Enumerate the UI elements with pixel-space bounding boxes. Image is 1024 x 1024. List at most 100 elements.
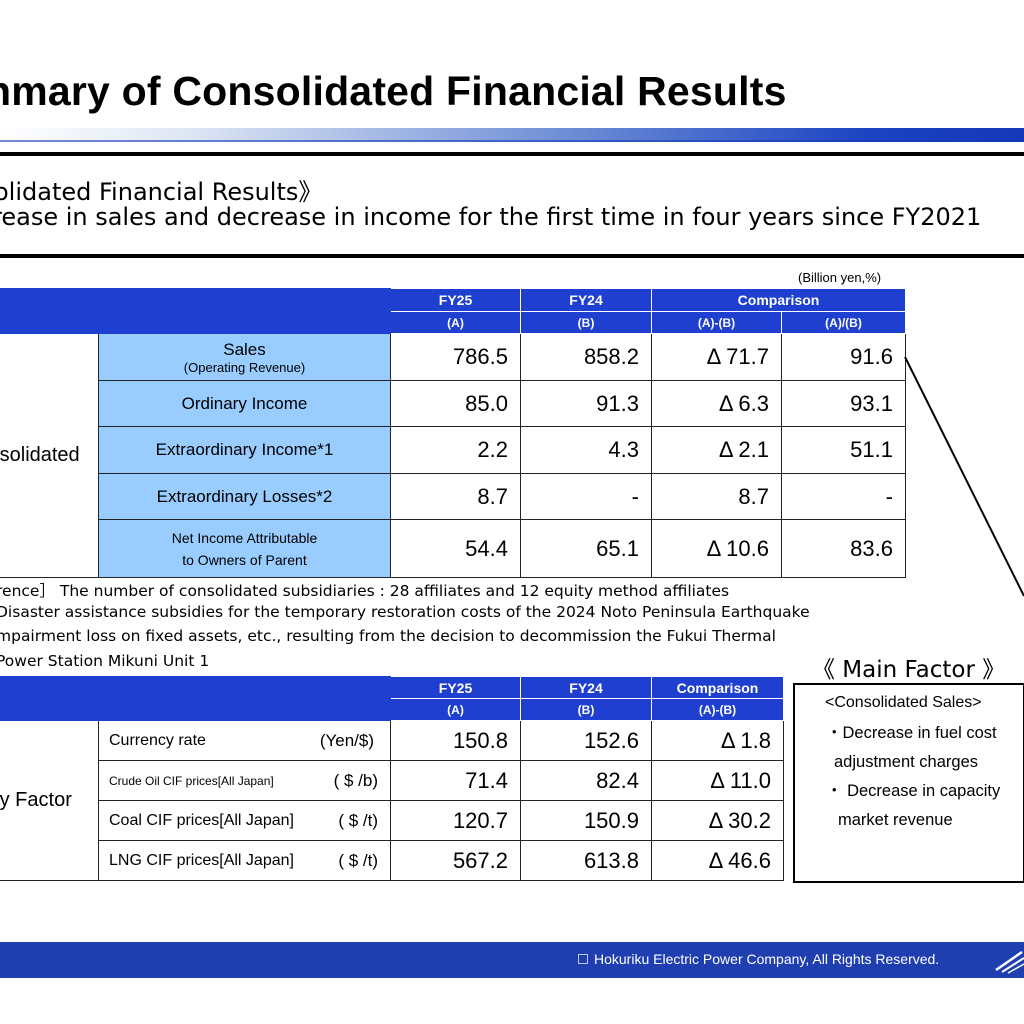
main-factor-item: adjustment charges xyxy=(834,753,978,771)
factor-label-cell: Coal CIF prices[All Japan] ( $ /t) xyxy=(98,800,391,841)
factor-label: Crude Oil CIF prices[All Japan] xyxy=(109,773,274,788)
factor-label-cell: Crude Oil CIF prices[All Japan] ( $ /b) xyxy=(98,760,391,801)
row-label: Extraordinary Losses*2 xyxy=(98,473,391,520)
group-label-consolidated: nsolidated xyxy=(0,333,99,578)
cell-ratio: - xyxy=(781,473,906,520)
cell-diff: Δ 10.6 xyxy=(651,519,782,578)
header-fy24-sub: (B) xyxy=(520,698,652,721)
table-row: Coal CIF prices[All Japan]( $ /t) 120.7 … xyxy=(0,800,784,841)
group-label-key-factor: ey Factor xyxy=(0,720,99,881)
header-fy24: FY24 xyxy=(520,676,652,699)
cell-diff: Δ 11.0 xyxy=(651,760,784,801)
table-row: nsolidated Sales(Operating Revenue) 786.… xyxy=(0,333,906,578)
cell-fy24: 858.2 xyxy=(520,333,652,381)
header-fy25: FY25 xyxy=(390,288,521,312)
summary-subheading: rease in sales and decrease in income fo… xyxy=(0,203,982,231)
cell-diff: Δ 6.3 xyxy=(651,380,782,427)
row-label: Sales (Operating Revenue) xyxy=(98,333,391,381)
footnote-2: mpairment loss on fixed assets, etc., re… xyxy=(0,627,776,645)
unit-note: (Billion yen,%) xyxy=(798,270,882,285)
cell-fy25: 8.7 xyxy=(390,473,521,520)
cell-fy24: 91.3 xyxy=(520,380,652,427)
summary-highlight-box xyxy=(0,152,1024,258)
footnote-1: Disaster assistance subsidies for the te… xyxy=(0,603,810,621)
header-comparison-sub: (A)-(B) xyxy=(651,698,784,721)
cell-ratio: 83.6 xyxy=(781,519,906,578)
cell-fy24: 613.8 xyxy=(520,840,652,881)
cell-fy25: 71.4 xyxy=(390,760,521,801)
table-row: Ordinary Income 85.0 91.3 Δ 6.3 93.1 xyxy=(0,380,906,427)
row-label-text: Sales xyxy=(223,339,266,359)
title-gradient-bar xyxy=(0,128,1024,142)
cell-ratio: 91.6 xyxy=(781,333,906,381)
main-factor-heading: <Consolidated Sales> xyxy=(825,694,982,711)
factor-unit: ( $ /b) xyxy=(333,770,378,790)
cell-fy24: 4.3 xyxy=(520,426,652,474)
main-factor-item: ・ Decrease in capacity xyxy=(826,782,1001,800)
cell-diff: Δ 46.6 xyxy=(651,840,784,881)
row-label: Ordinary Income xyxy=(98,380,391,427)
cell-fy25: 120.7 xyxy=(390,800,521,841)
key-factor-table: FY25 FY24 Comparison (A) (B) (A)-(B) ey … xyxy=(0,676,784,881)
copyright-icon xyxy=(578,954,588,964)
footnote-reference: rence］ The number of consolidated subsid… xyxy=(0,582,730,600)
cell-diff: Δ 1.8 xyxy=(651,720,784,761)
cell-diff: 8.7 xyxy=(651,473,782,520)
row-label-text: Net Income Attributable xyxy=(171,529,318,546)
footer-copyright: Hokuriku Electric Power Company, All Rig… xyxy=(594,951,940,967)
cell-diff: Δ 30.2 xyxy=(651,800,784,841)
header-blank xyxy=(0,288,391,334)
factor-label: LNG CIF prices[All Japan] xyxy=(109,851,294,869)
table-row: Extraordinary Income*1 2.2 4.3 Δ 2.1 51.… xyxy=(0,426,906,474)
summary-heading: olidated Financial Results》 xyxy=(0,178,323,206)
page-title: nmary of Consolidated Financial Results xyxy=(0,68,787,114)
cell-fy25: 786.5 xyxy=(390,333,521,381)
header-diff: (A)-(B) xyxy=(651,311,782,334)
factor-label: Coal CIF prices[All Japan] xyxy=(109,811,294,829)
row-label: Net Income Attributable to Owners of Pare… xyxy=(98,519,391,578)
header-comparison: Comparison xyxy=(651,288,906,312)
header-ratio: (A)/(B) xyxy=(781,311,906,334)
cell-diff: Δ 2.1 xyxy=(651,426,782,474)
row-sublabel-text: to Owners of Parent xyxy=(182,551,307,568)
table-row: Net Income Attributable to Owners of Pare… xyxy=(0,519,906,578)
factor-label-cell: Currency rate (Yen/$) xyxy=(98,720,391,761)
header-fy25-sub: (A) xyxy=(390,311,521,334)
header-fy25-sub: (A) xyxy=(390,698,521,721)
main-factor-title: 《 Main Factor 》 xyxy=(812,657,1006,683)
row-sublabel-text: (Operating Revenue) xyxy=(183,359,306,375)
cell-fy25: 85.0 xyxy=(390,380,521,427)
cell-fy24: 82.4 xyxy=(520,760,652,801)
factor-label-cell: LNG CIF prices[All Japan] ( $ /t) xyxy=(98,840,391,881)
cell-diff: Δ 71.7 xyxy=(651,333,782,381)
cell-fy24: 152.6 xyxy=(520,720,652,761)
cell-fy24: - xyxy=(520,473,652,520)
factor-unit: (Yen/$) xyxy=(319,730,374,750)
main-factor-item: ・Decrease in fuel cost xyxy=(826,724,997,742)
cell-fy25: 567.2 xyxy=(390,840,521,881)
factor-label: Currency rate xyxy=(109,731,206,749)
header-fy24: FY24 xyxy=(520,288,652,312)
cell-fy25: 2.2 xyxy=(390,426,521,474)
cell-fy25: 150.8 xyxy=(390,720,521,761)
main-factor-item: market revenue xyxy=(838,811,953,829)
table-row: Crude Oil CIF prices[All Japan] ( $ /b) 7… xyxy=(0,760,784,801)
footnote-2-cont: Power Station Mikuni Unit 1 xyxy=(0,652,210,670)
table-row: ey Factor Currency rate (Yen/$) 150.8 152… xyxy=(0,720,784,881)
cell-ratio: 51.1 xyxy=(781,426,906,474)
cell-fy24: 65.1 xyxy=(520,519,652,578)
header-fy25: FY25 xyxy=(390,676,521,699)
header-comparison: Comparison xyxy=(651,676,784,699)
consolidated-results-table: FY25 FY24 Comparison (A) (B) (A)-(B) (A)… xyxy=(0,288,906,578)
table-row: Extraordinary Losses*2 8.7 - 8.7 - xyxy=(0,473,906,520)
row-label: Extraordinary Income*1 xyxy=(98,426,391,474)
header-fy24-sub: (B) xyxy=(520,311,652,334)
footer-bar xyxy=(0,942,1024,978)
cell-fy25: 54.4 xyxy=(390,519,521,578)
table-row: LNG CIF prices[All Japan] ( $ /t) 567.2 6… xyxy=(0,840,784,881)
cell-fy24: 150.9 xyxy=(520,800,652,841)
factor-unit: ( $ /t) xyxy=(338,810,378,830)
factor-unit: ( $ /t) xyxy=(338,850,378,870)
company-logo-icon xyxy=(995,950,1024,974)
header-blank xyxy=(0,676,391,721)
